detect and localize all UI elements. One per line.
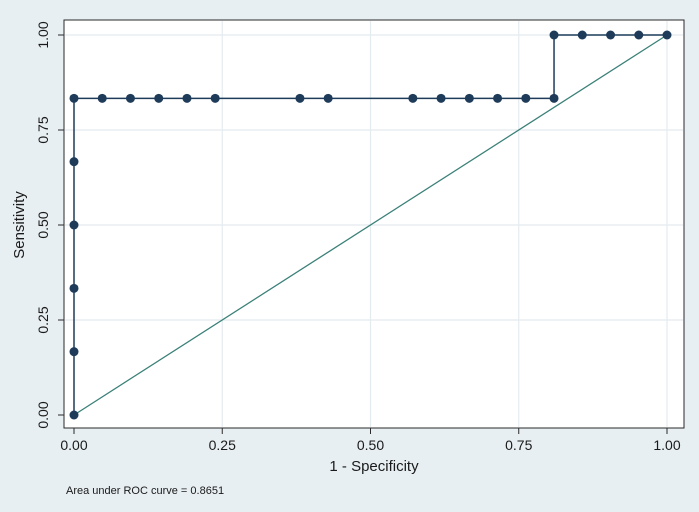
roc-point (634, 30, 644, 40)
roc-point (464, 93, 474, 103)
x-tick-label: 1.00 (653, 437, 680, 453)
x-tick-label: 0.50 (357, 437, 384, 453)
roc-point (69, 410, 79, 420)
x-tick-label: 0.75 (505, 437, 532, 453)
x-tick-label: 0.25 (209, 437, 236, 453)
roc-point (210, 93, 220, 103)
auc-note: Area under ROC curve = 0.8651 (66, 485, 224, 497)
roc-point (97, 93, 107, 103)
reference-diagonal-line (73, 34, 668, 416)
roc-point (606, 30, 616, 40)
roc-point (408, 93, 418, 103)
roc-point (69, 347, 79, 357)
roc-point (69, 220, 79, 230)
roc-point (493, 93, 503, 103)
roc-point (549, 93, 559, 103)
x-tick-label: 0.00 (60, 437, 87, 453)
roc-point (125, 93, 135, 103)
roc-point (182, 93, 192, 103)
y-tick-label: 0.00 (35, 401, 51, 428)
roc-point (436, 93, 446, 103)
y-tick-label: 1.00 (35, 21, 51, 48)
roc-point (662, 30, 672, 40)
roc-markers (69, 30, 672, 420)
roc-point (69, 93, 79, 103)
roc-point (69, 157, 79, 167)
y-axis-title: Sensitivity (11, 191, 28, 259)
roc-point (549, 30, 559, 40)
roc-curve-line (73, 34, 667, 415)
roc-point (69, 283, 79, 293)
y-tick-label: 0.25 (35, 306, 51, 333)
y-axis: 0.00 0.25 0.50 0.75 1.00 (35, 21, 64, 429)
roc-point (154, 93, 164, 103)
plot-area (63, 19, 685, 429)
roc-point (521, 93, 531, 103)
grid-lines (65, 21, 683, 427)
x-axis: 0.00 0.25 0.50 0.75 1.00 (60, 428, 681, 453)
roc-point (577, 30, 587, 40)
roc-point (323, 93, 333, 103)
x-axis-title: 1 - Specificity (329, 458, 419, 475)
y-tick-label: 0.50 (35, 211, 51, 238)
y-tick-label: 0.75 (35, 116, 51, 143)
roc-point (295, 93, 305, 103)
